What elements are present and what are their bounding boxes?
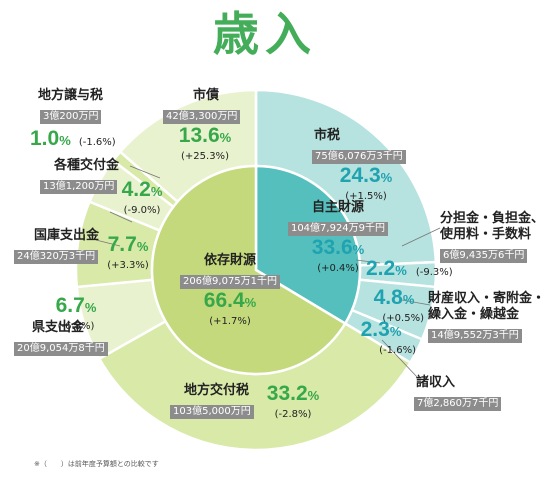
slice-label-zaisan: 財産収入・寄附金・ 繰入金・繰越金 14億9,552万3千円: [428, 291, 545, 343]
slice-label-buntankin: 分担金・負担金、 使用料・手数料 6億9,435万6千円: [440, 211, 544, 263]
inner-dep-amount: 206億9,075万1千円: [179, 275, 281, 289]
slice-percent-kokko: 7.7% (+3.3%): [98, 233, 158, 272]
slice-name-line2: 使用料・手数料: [440, 227, 532, 242]
leader-line: [109, 211, 133, 223]
slice-name: 地方交付税: [184, 383, 250, 398]
slice-change: (-1.6%): [379, 345, 416, 356]
slice-name: 地方譲与税: [38, 88, 104, 103]
leader-line: [355, 259, 381, 264]
inner-own-amount: 104億7,924万9千円: [287, 222, 389, 236]
slice-name: 諸収入: [416, 375, 456, 390]
slice-amount: 24億320万3千円: [14, 250, 99, 264]
leader-line: [401, 299, 431, 306]
slice-amount: 75億6,076万3千円: [312, 150, 406, 164]
slice-change: (-9.0%): [123, 205, 161, 216]
slice-percent-kakushu: 4.2% (-9.0%): [114, 178, 170, 217]
inner-own-name: 自主財源: [311, 200, 364, 215]
slice-amount: 14億9,552万3千円: [428, 329, 522, 343]
slice-change: (+0.5%): [382, 313, 424, 324]
slice-name: 市税: [314, 128, 341, 143]
slice-name: 市債: [193, 88, 220, 103]
slice-change: (-1.6%): [78, 137, 116, 148]
inner-slice-dep: [150, 164, 347, 376]
slice-amount: 7億2,860万7千円: [414, 397, 502, 411]
leader-line: [381, 339, 419, 379]
slice-name-kenshishutsu: 県支出金 20億9,054万8千円: [14, 320, 108, 356]
page-title: 歳入: [213, 7, 317, 61]
slice-percent-shoshunyu: 2.3% (-1.6%): [346, 318, 416, 357]
slice-name-line1: 分担金・負担金、: [440, 211, 545, 226]
slice-change: (+25.3%): [181, 151, 229, 162]
inner-dep-change: (+1.7%): [209, 316, 251, 327]
leader-line: [401, 227, 441, 247]
leader-line: [129, 165, 161, 179]
slice-percent: 13.6%: [178, 124, 232, 147]
slice-change: (+3.3%): [107, 260, 149, 271]
slice-name: 各種交付金: [54, 158, 120, 173]
slice-label-joyozei: 地方譲与税 3億200万円 1.0% (-1.6%): [30, 88, 116, 153]
slice-label-shoshunyu: 諸収入 7億2,860万7千円: [414, 375, 502, 411]
slice-label-kokko: 国庫支出金 24億320万3千円: [14, 228, 99, 264]
slice-percent: 2.3%: [360, 318, 402, 341]
slice-percent: 6.7%: [55, 294, 97, 317]
slice-amount: 20億9,054万8千円: [14, 342, 108, 356]
slice-change: (+1.5%): [345, 191, 387, 202]
inner-dep-name: 依存財源: [203, 253, 256, 268]
slice-change: (-2.8%): [274, 409, 312, 420]
slice-name-line2: 繰入金・繰越金: [428, 307, 520, 322]
slice-change: (-6.8%): [57, 321, 95, 332]
slice-label-kenshishutsu: 6.7% (-6.8%): [34, 294, 118, 333]
slice-amount: 13億1,200万円: [40, 180, 118, 194]
slice-label-koufuzei: 地方交付税 103億5,000万円: [170, 383, 254, 419]
slice-percent: 2.2%: [366, 257, 407, 280]
slice-percent-zaisan: 4.8% (+0.5%): [364, 286, 424, 325]
slice-percent: 4.2%: [121, 178, 163, 201]
slice-amount: 6億9,435万6千円: [440, 249, 528, 263]
slice-percent: 1.0%: [30, 127, 71, 150]
slice-percent: 33.2%: [266, 382, 320, 405]
footnote: ※（ ）は前年度予算額との比較です: [34, 460, 159, 468]
slice-name-line1: 財産収入・寄附金・: [428, 291, 546, 306]
slice-amount: 3億200万円: [40, 110, 102, 124]
slice-percent-buntankin: 2.2% (-9.3%): [366, 257, 453, 283]
inner-slice-own: [254, 164, 362, 326]
leader-line: [95, 239, 121, 247]
inner-own-percent: 33.6%: [311, 236, 365, 259]
inner-own-change: (+0.4%): [317, 263, 359, 274]
slice-label-shisai: 市債 42億3,300万円 13.6% (+25.3%): [163, 88, 247, 163]
slice-percent: 7.7%: [107, 233, 149, 256]
inner-label-dep: 依存財源 206億9,075万1千円 66.4% (+1.7%): [170, 253, 290, 328]
slice-name: 国庫支出金: [34, 228, 100, 243]
inner-dep-percent: 66.4%: [203, 289, 257, 312]
slice-amount: 42億3,300万円: [163, 110, 241, 124]
slice-label-kakushu: 各種交付金 13億1,200万円: [40, 158, 119, 194]
slice-name: 県支出金: [32, 320, 85, 335]
slice-label-shizei: 市税 75億6,076万3千円 24.3% (+1.5%): [312, 128, 420, 203]
inner-label-own: 自主財源 104億7,924万9千円 33.6% (+0.4%): [278, 200, 398, 275]
slice-percent: 24.3%: [339, 164, 393, 187]
slice-percent-koufuzei: 33.2% (-2.8%): [258, 382, 328, 421]
slice-change: (-9.3%): [415, 267, 453, 278]
slice-amount: 103億5,000万円: [170, 405, 254, 419]
slice-percent: 4.8%: [373, 286, 415, 309]
